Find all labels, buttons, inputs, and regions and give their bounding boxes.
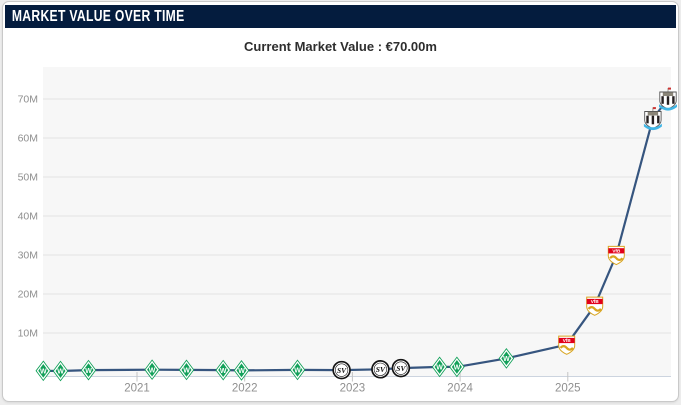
x-axis-label: 2025 — [555, 383, 581, 395]
card-title: MARKET VALUE OVER TIME — [11, 7, 185, 25]
y-axis-label: 10M — [18, 328, 38, 340]
y-axis-label: 50M — [18, 172, 38, 184]
x-axis-label: 2024 — [447, 383, 473, 395]
y-axis-label: 30M — [18, 250, 38, 262]
x-axis-label: 2022 — [232, 383, 258, 395]
x-axis-label: 2023 — [340, 383, 366, 395]
chart-point-elversberg[interactable]: SV Elversberg : €0.5m — [332, 360, 351, 380]
current-market-value-text: Current Market Value : €70.00m — [244, 39, 437, 54]
chart-plot-area — [43, 67, 671, 377]
sv-elversberg-crest-icon — [371, 360, 390, 379]
x-axis-label: 2021 — [124, 383, 150, 395]
sv-elversberg-crest-icon — [391, 358, 411, 378]
current-market-value: Current Market Value : €70.00m — [0, 39, 681, 55]
y-axis-label: 70M — [18, 94, 38, 106]
y-axis-label: 40M — [18, 211, 38, 223]
chart-point-elversberg[interactable]: SV Elversberg : €0.7m — [371, 360, 390, 379]
card-header: MARKET VALUE OVER TIME — [5, 5, 676, 28]
sv-elversberg-crest-icon — [332, 360, 351, 380]
y-axis-label: 60M — [18, 133, 38, 145]
chart-point-elversberg[interactable]: SV Elversberg : €1m — [391, 358, 411, 378]
y-axis-label: 20M — [18, 289, 38, 301]
